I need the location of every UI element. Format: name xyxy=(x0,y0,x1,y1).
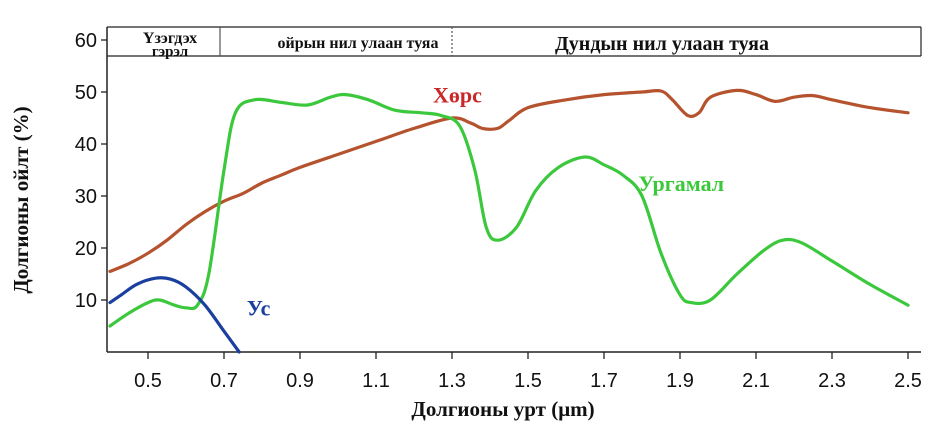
band-label-visible-line2: гэрэл xyxy=(152,44,189,60)
plot-frame xyxy=(106,26,922,353)
x-tick-label: 1.5 xyxy=(514,370,542,392)
vegetation-series-line xyxy=(108,92,910,328)
y-axis-ticks: 10 20 30 40 50 60 xyxy=(75,30,107,312)
x-tick-label: 1.7 xyxy=(590,370,618,392)
water-series-line xyxy=(108,276,241,354)
y-tick-label: 20 xyxy=(75,238,97,260)
y-tick-label: 30 xyxy=(75,186,97,208)
vegetation-series-label: Ургамал xyxy=(638,171,724,196)
y-tick-label: 10 xyxy=(75,290,97,312)
band-label-visible-line1: Үзэгдэх xyxy=(143,30,197,47)
series-labels: Хөрс Ургамал Ус xyxy=(247,82,724,320)
series-lines xyxy=(108,88,910,354)
x-tick-label: 1.1 xyxy=(362,370,390,392)
x-tick-label: 2.5 xyxy=(894,370,922,392)
soil-series-line xyxy=(108,88,910,273)
y-tick-label: 60 xyxy=(75,30,97,52)
x-tick-label: 2.1 xyxy=(742,370,770,392)
y-tick-label: 50 xyxy=(75,82,97,104)
x-axis-ticks: 0.5 0.7 0.9 1.1 1.3 1.5 1.7 1.9 2.1 2.3 2.5 xyxy=(134,352,922,392)
x-tick-label: 1.3 xyxy=(438,370,466,392)
band-label-near-infrared: ойрын нил улаан туяа xyxy=(278,35,439,52)
x-tick-label: 0.7 xyxy=(210,370,238,392)
x-axis-title: Долгионы урт (μm) xyxy=(411,397,594,421)
y-tick-label: 40 xyxy=(75,134,97,156)
soil-series-label: Хөрс xyxy=(433,82,482,107)
water-series-label: Ус xyxy=(247,296,271,321)
x-tick-label: 0.5 xyxy=(134,370,162,392)
y-axis-title: Долгионы ойлт (%) xyxy=(9,106,33,293)
x-tick-label: 1.9 xyxy=(666,370,694,392)
band-label-mid-infrared: Дундын нил улаан туяа xyxy=(555,33,769,55)
x-tick-label: 0.9 xyxy=(286,370,314,392)
x-tick-label: 2.3 xyxy=(818,370,846,392)
